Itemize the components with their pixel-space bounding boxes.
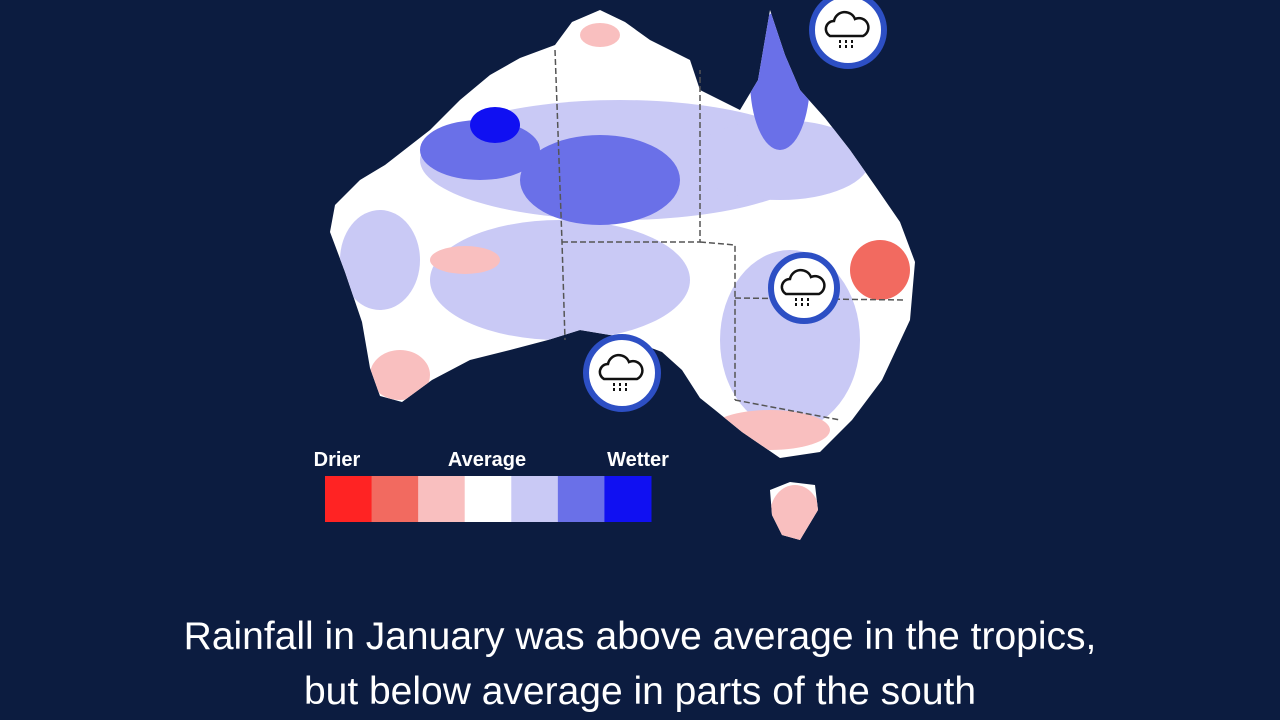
legend-label: Wetter [607, 449, 669, 471]
legend-swatch [418, 476, 466, 522]
legend-swatch [325, 476, 373, 522]
legend-label: Average [448, 449, 526, 471]
legend [325, 476, 652, 522]
state-borders [554, 49, 906, 421]
legend-swatch [557, 476, 605, 522]
legend-swatch [511, 476, 559, 522]
legend-swatch [371, 476, 419, 522]
weather-icon [809, 0, 887, 69]
caption-line: Rainfall in January was above average in… [184, 615, 1097, 658]
caption-line: but below average in parts of the south [304, 670, 976, 713]
legend-swatch [464, 476, 512, 522]
weather-icon [583, 334, 661, 412]
legend-swatch [604, 476, 652, 522]
legend-label: Drier [314, 449, 361, 471]
weather-icon [768, 252, 840, 324]
